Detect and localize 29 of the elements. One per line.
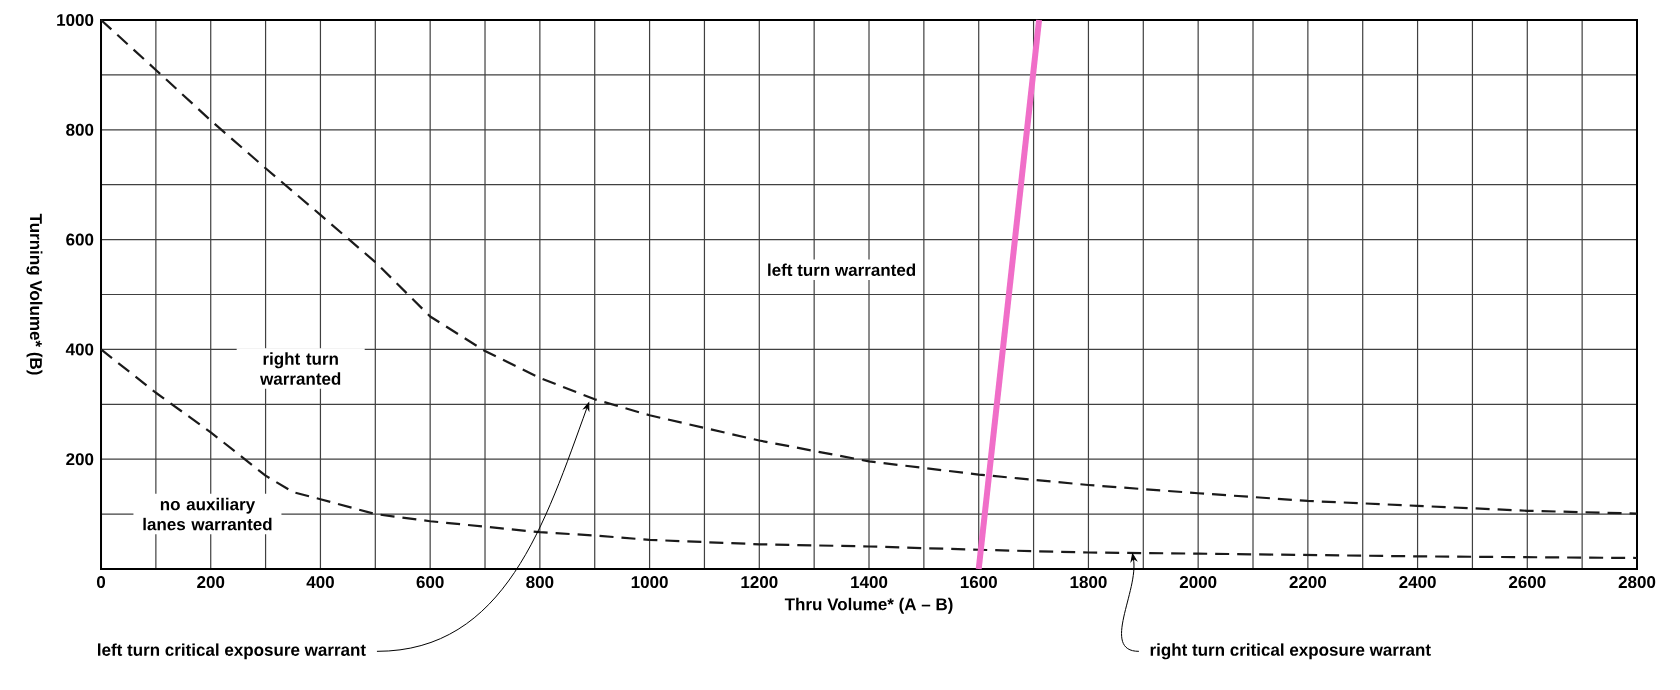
- y-tick-label: 1000: [57, 13, 94, 26]
- annotation: left turn critical exposure warrant: [98, 643, 366, 660]
- x-tick-label: 0: [96, 576, 106, 589]
- x-tick-label: 200: [197, 576, 225, 589]
- line-series: [99, 18, 1639, 515]
- x-tick-label: 800: [526, 576, 554, 589]
- y-tick-label: 800: [66, 123, 94, 136]
- y-axis-title: Turning Volume* (B): [26, 213, 43, 375]
- annotation: right turn critical exposure warrant: [1150, 643, 1431, 660]
- x-tick-label: 600: [416, 576, 444, 589]
- x-tick-label: 2600: [1508, 576, 1546, 589]
- y-tick-label: 600: [66, 233, 94, 246]
- x-tick-label: 2400: [1399, 576, 1436, 589]
- x-tick-label: 1200: [741, 576, 778, 589]
- x-tick-label: 2200: [1289, 576, 1327, 589]
- line-series: [99, 348, 1639, 560]
- x-axis-title: Thru Volume* (A – B): [784, 597, 953, 614]
- annotation: right turn warranted: [260, 352, 341, 385]
- x-tick-label: 400: [306, 576, 334, 589]
- y-tick-label: 400: [65, 343, 94, 356]
- x-tick-label: 2000: [1179, 576, 1217, 589]
- annotation: no auxiliary lanes warranted: [143, 497, 272, 531]
- x-tick-label: 2800: [1618, 576, 1656, 589]
- y-tick-label: 200: [66, 453, 94, 466]
- x-tick-label: 1600: [960, 576, 997, 589]
- x-tick-label: 1800: [1070, 576, 1107, 589]
- annotation: left turn warranted: [768, 263, 916, 277]
- x-tick-label: 1400: [851, 576, 888, 589]
- x-tick-label: 1000: [631, 576, 668, 589]
